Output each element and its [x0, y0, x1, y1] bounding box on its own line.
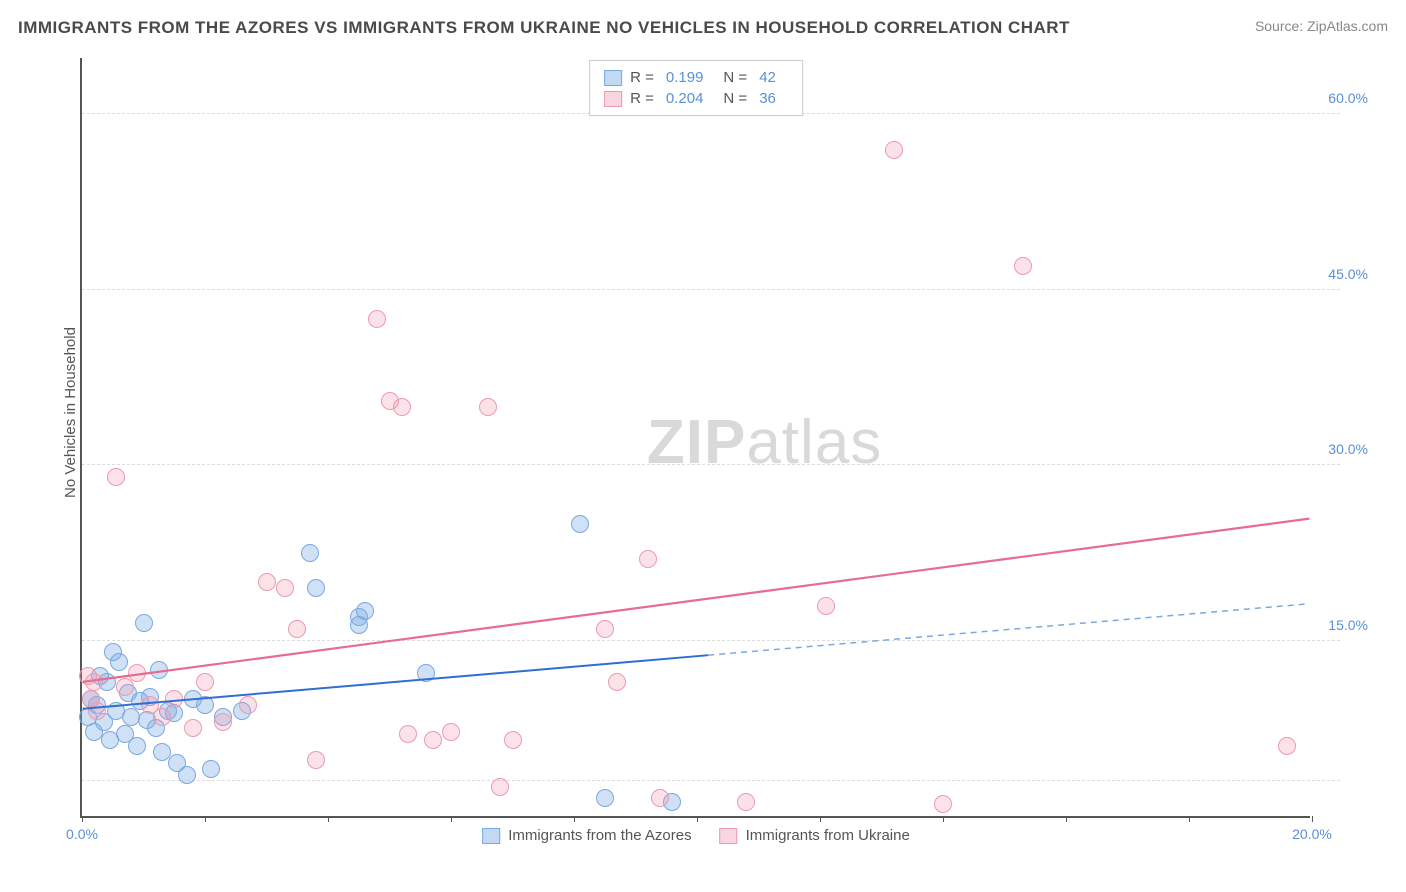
swatch-icon — [604, 91, 622, 107]
legend-label: Immigrants from the Azores — [508, 827, 691, 844]
data-point — [356, 602, 374, 620]
data-point — [596, 789, 614, 807]
chart-title: IMMIGRANTS FROM THE AZORES VS IMMIGRANTS… — [18, 18, 1070, 38]
swatch-icon — [604, 70, 622, 86]
data-point — [639, 550, 657, 568]
x-tick — [1312, 816, 1313, 822]
data-point — [399, 725, 417, 743]
data-point — [258, 573, 276, 591]
data-point — [110, 653, 128, 671]
x-tick-label: 0.0% — [66, 826, 98, 842]
data-point — [202, 760, 220, 778]
gridline — [82, 289, 1340, 290]
data-point — [571, 515, 589, 533]
data-point — [153, 743, 171, 761]
data-point — [504, 731, 522, 749]
data-point — [150, 661, 168, 679]
x-tick-label: 20.0% — [1292, 826, 1332, 842]
data-point — [214, 713, 232, 731]
data-point — [128, 737, 146, 755]
gridline — [82, 780, 1340, 781]
data-point — [479, 398, 497, 416]
legend-item-ukraine: Immigrants from Ukraine — [720, 827, 910, 844]
scatter-plot: R = 0.199 N = 42 R = 0.204 N = 36 ZIPatl… — [80, 58, 1310, 818]
x-tick — [205, 816, 206, 822]
x-tick — [943, 816, 944, 822]
data-point — [153, 708, 171, 726]
data-point — [737, 793, 755, 811]
data-point — [239, 696, 257, 714]
data-point — [88, 702, 106, 720]
x-tick — [1066, 816, 1067, 822]
source-label: Source: ZipAtlas.com — [1255, 18, 1388, 34]
data-point — [301, 544, 319, 562]
data-point — [596, 620, 614, 638]
swatch-icon — [720, 828, 738, 844]
x-tick — [328, 816, 329, 822]
data-point — [85, 673, 103, 691]
data-point — [196, 696, 214, 714]
watermark: ZIPatlas — [647, 407, 882, 478]
legend-item-azores: Immigrants from the Azores — [482, 827, 691, 844]
r-label: R = — [630, 90, 654, 107]
chart-area: No Vehicles in Household R = 0.199 N = 4… — [50, 58, 1340, 818]
data-point — [307, 751, 325, 769]
n-label: N = — [723, 69, 747, 86]
trend-lines — [82, 58, 1310, 816]
r-value: 0.204 — [666, 90, 704, 107]
y-axis-label: No Vehicles in Household — [62, 327, 79, 498]
data-point — [817, 597, 835, 615]
data-point — [442, 723, 460, 741]
data-point — [934, 795, 952, 813]
x-tick — [697, 816, 698, 822]
r-label: R = — [630, 69, 654, 86]
x-tick — [820, 816, 821, 822]
x-tick — [451, 816, 452, 822]
legend-row-ukraine: R = 0.204 N = 36 — [604, 88, 788, 109]
data-point — [1014, 257, 1032, 275]
n-label: N = — [723, 90, 747, 107]
y-tick-label: 45.0% — [1328, 266, 1368, 282]
series-legend: Immigrants from the Azores Immigrants fr… — [482, 827, 910, 844]
n-value: 42 — [759, 69, 776, 86]
data-point — [107, 468, 125, 486]
gridline — [82, 640, 1340, 641]
data-point — [651, 789, 669, 807]
data-point — [393, 398, 411, 416]
x-tick — [574, 816, 575, 822]
legend-label: Immigrants from Ukraine — [746, 827, 910, 844]
data-point — [276, 579, 294, 597]
data-point — [116, 678, 134, 696]
data-point — [608, 673, 626, 691]
legend-row-azores: R = 0.199 N = 42 — [604, 67, 788, 88]
r-value: 0.199 — [666, 69, 704, 86]
swatch-icon — [482, 828, 500, 844]
data-point — [128, 664, 146, 682]
data-point — [184, 719, 202, 737]
x-tick — [82, 816, 83, 822]
x-tick — [1189, 816, 1190, 822]
data-point — [491, 778, 509, 796]
data-point — [885, 141, 903, 159]
y-tick-label: 30.0% — [1328, 441, 1368, 457]
data-point — [1278, 737, 1296, 755]
n-value: 36 — [759, 90, 776, 107]
data-point — [135, 614, 153, 632]
y-tick-label: 60.0% — [1328, 90, 1368, 106]
data-point — [417, 664, 435, 682]
data-point — [424, 731, 442, 749]
data-point — [178, 766, 196, 784]
data-point — [196, 673, 214, 691]
correlation-legend: R = 0.199 N = 42 R = 0.204 N = 36 — [589, 60, 803, 116]
data-point — [165, 690, 183, 708]
y-tick-label: 15.0% — [1328, 617, 1368, 633]
gridline — [82, 464, 1340, 465]
data-point — [288, 620, 306, 638]
data-point — [307, 579, 325, 597]
data-point — [368, 310, 386, 328]
